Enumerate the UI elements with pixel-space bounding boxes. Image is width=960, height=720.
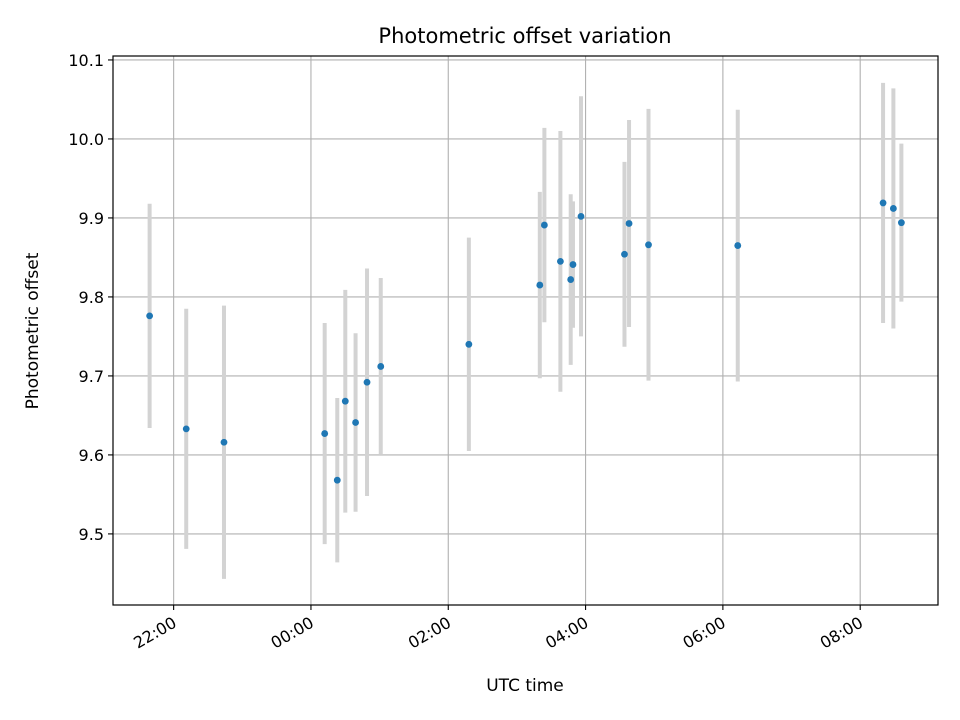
data-point	[377, 363, 385, 370]
data-point	[625, 220, 633, 227]
x-axis-label: UTC time	[486, 676, 564, 696]
data-point	[577, 212, 585, 220]
data-point	[897, 219, 905, 227]
y-tick-label: 10.1	[68, 51, 104, 70]
data-point	[621, 250, 628, 258]
y-tick-label: 9.9	[79, 209, 104, 228]
y-axis-ticks: 9.5 9.6 9.7 9.8 9.9 10.0 10.1	[68, 51, 113, 544]
grid-lines	[113, 56, 938, 605]
data-point	[333, 476, 341, 484]
data-point	[540, 221, 548, 229]
data-point	[889, 205, 897, 212]
data-points	[146, 199, 905, 484]
y-tick-label: 9.7	[79, 367, 104, 386]
data-point	[569, 261, 577, 268]
data-point	[556, 257, 564, 265]
y-tick-label: 9.6	[79, 446, 104, 465]
data-point	[363, 378, 371, 386]
plot-frame	[112, 55, 939, 606]
data-point	[341, 397, 349, 405]
data-point	[220, 438, 228, 446]
y-tick-label: 9.5	[79, 525, 104, 544]
data-point	[734, 242, 742, 249]
y-tick-label: 10.0	[68, 130, 104, 149]
data-point	[536, 281, 544, 289]
data-point	[465, 340, 473, 348]
data-point	[182, 425, 190, 433]
data-point	[321, 430, 329, 437]
y-axis-label: Photometric offset	[23, 252, 43, 409]
data-point	[146, 312, 154, 320]
data-point	[879, 199, 887, 207]
data-point	[567, 276, 575, 283]
y-tick-label: 9.8	[79, 288, 104, 307]
data-point	[645, 241, 652, 249]
data-point	[352, 419, 359, 426]
chart-title: Photometric offset variation	[378, 24, 671, 48]
